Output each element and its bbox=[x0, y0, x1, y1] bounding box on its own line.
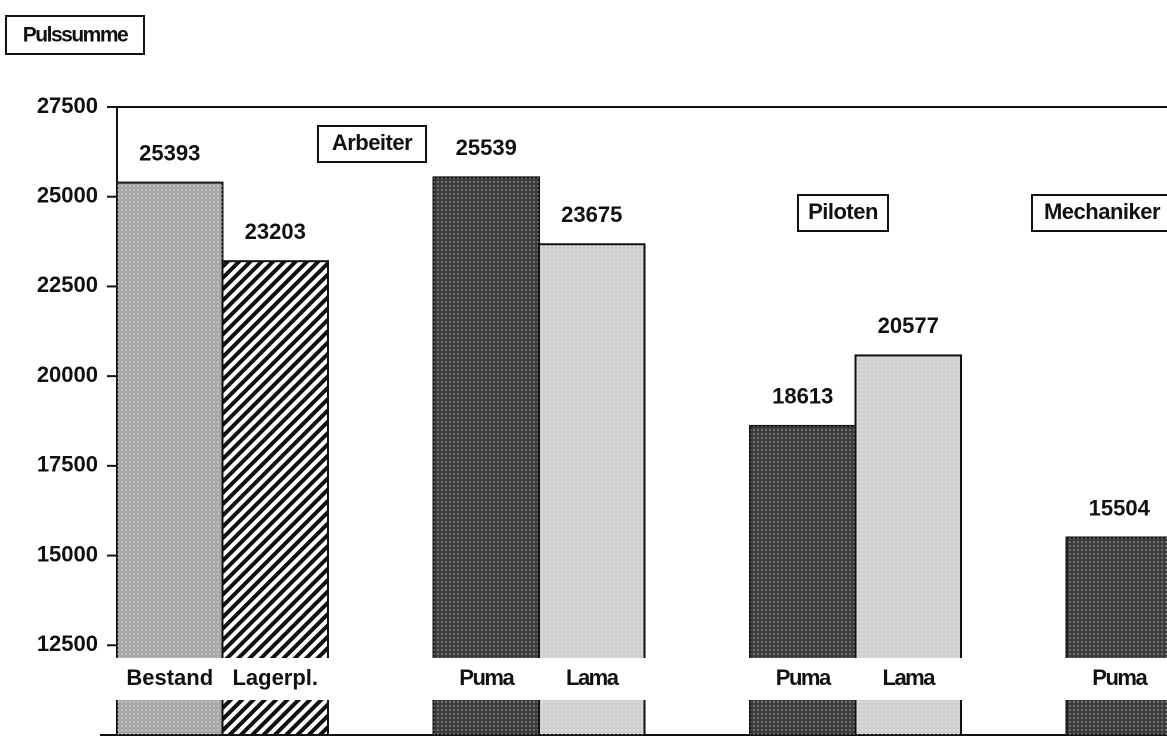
category-label: Puma bbox=[459, 665, 515, 690]
label-band bbox=[219, 658, 331, 700]
y-tick-label: 25000 bbox=[37, 183, 98, 208]
y-tick-label: 12500 bbox=[37, 631, 98, 656]
category-label: Puma bbox=[1092, 665, 1148, 690]
category-label: Lama bbox=[566, 665, 620, 690]
label-band bbox=[114, 658, 226, 700]
group-label: Mechaniker bbox=[1044, 199, 1161, 224]
bar-texture bbox=[1066, 537, 1167, 735]
plot: 12500 15000 17500 20000 22500 25000 27500 25393… bbox=[37, 93, 1167, 737]
label-band bbox=[852, 658, 964, 700]
label-band bbox=[747, 658, 859, 700]
value-label: 25539 bbox=[456, 135, 517, 160]
value-label: 15504 bbox=[1089, 495, 1151, 520]
bar bbox=[221, 260, 329, 736]
group-label-box bbox=[797, 194, 889, 232]
group-label-box bbox=[317, 125, 427, 163]
category-label: Lama bbox=[883, 665, 937, 690]
bar-texture bbox=[433, 177, 539, 735]
category-label: Puma bbox=[776, 665, 832, 690]
group-label-box bbox=[1031, 194, 1167, 232]
value-label: 23675 bbox=[561, 202, 622, 227]
y-tick-label: 15000 bbox=[37, 541, 98, 566]
y-tick-label: 27500 bbox=[37, 93, 98, 118]
y-tick-label: 20000 bbox=[37, 362, 98, 387]
value-label: 23203 bbox=[245, 219, 306, 244]
value-label: 20577 bbox=[878, 313, 939, 338]
y-tick-label: 22500 bbox=[37, 272, 98, 297]
label-band bbox=[1063, 658, 1167, 700]
y-tick-label: 17500 bbox=[37, 452, 98, 477]
value-label: 25393 bbox=[139, 140, 200, 165]
label-band bbox=[536, 658, 648, 700]
value-label: 18613 bbox=[772, 384, 833, 409]
category-label: Lagerpl. bbox=[232, 665, 318, 690]
y-axis-label: Pulssumme bbox=[23, 24, 128, 47]
label-band bbox=[430, 658, 542, 700]
group-label: Piloten bbox=[808, 199, 878, 224]
bar-texture bbox=[539, 244, 645, 735]
group-label: Arbeiter bbox=[332, 130, 413, 155]
bar-texture bbox=[117, 182, 223, 735]
y-label-box bbox=[5, 15, 145, 55]
category-label: Bestand bbox=[126, 665, 213, 690]
